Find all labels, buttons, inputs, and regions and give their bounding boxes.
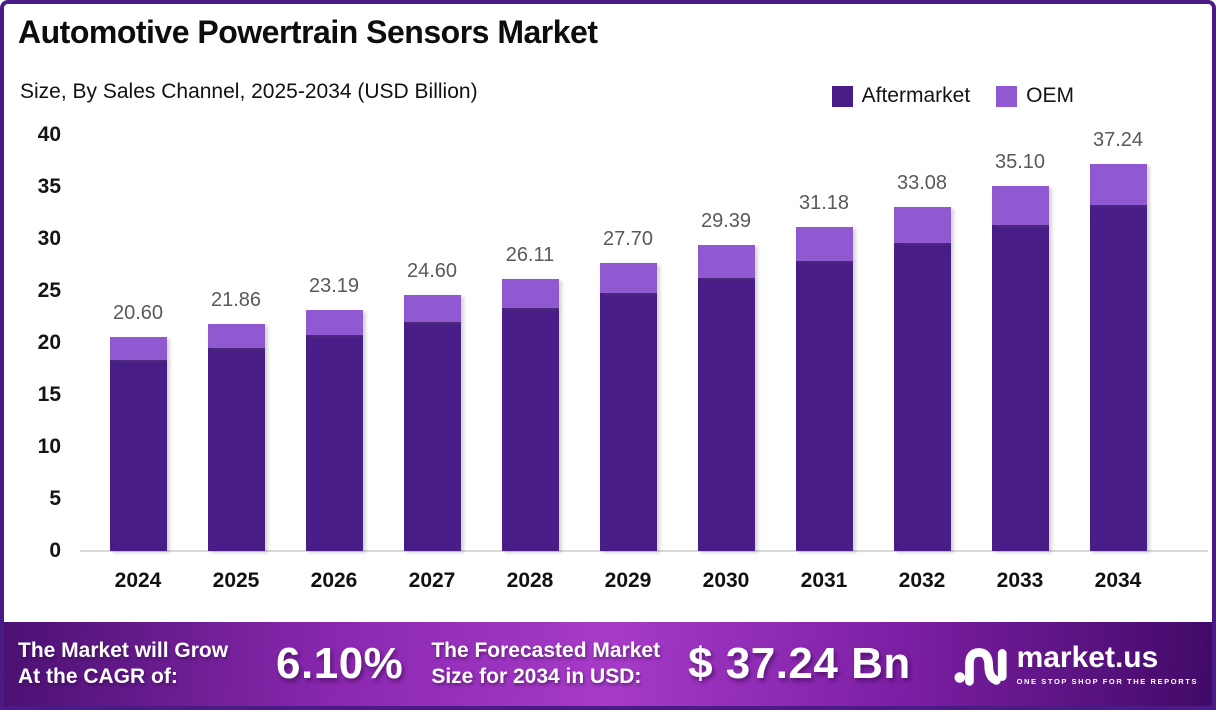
x-axis-label-2031: 2031 [800,569,848,592]
y-axis-tick-20: 20 [37,331,61,354]
y-axis-tick-25: 25 [37,279,61,302]
bar-segment-aftermarket-2026 [305,335,363,551]
x-axis-label-2034: 2034 [1094,569,1142,592]
bar-total-label-2031: 31.18 [798,191,850,214]
bar-segment-oem-2034 [1089,163,1147,205]
bar-total-label-2032: 33.08 [896,171,948,194]
x-axis-label-2029: 2029 [604,569,652,592]
bar-segment-oem-2030 [697,245,755,278]
x-axis-label-2026: 2026 [310,569,358,592]
marketus-logo-icon [954,648,1007,686]
bar-total-label-2029: 27.70 [602,227,654,250]
y-axis-tick-10: 10 [37,435,61,458]
bar-total-label-2028: 26.11 [505,244,555,267]
bar-total-label-2025: 21.86 [210,288,262,311]
bar-total-label-2026: 23.19 [308,274,360,297]
bar-segment-aftermarket-2033 [991,224,1049,551]
cagr-caption: The Market will Grow At the CAGR of: [18,638,229,688]
bar-total-label-2030: 29.39 [700,210,752,233]
bar-segment-aftermarket-2031 [795,261,853,551]
bar-segment-aftermarket-2032 [893,243,951,551]
x-axis-line [80,550,1208,552]
forecast-caption: The Forecasted Market Size for 2034 in U… [431,638,661,688]
bar-segment-aftermarket-2030 [697,277,755,551]
legend-label-oem: OEM [1026,84,1074,107]
bar-segment-oem-2031 [795,226,853,262]
legend-item-oem: OEM [996,84,1074,108]
bar-total-label-2033: 35.10 [994,150,1046,173]
chart-subtitle: Size, By Sales Channel, 2025-2034 (USD B… [20,80,478,103]
legend-label-aftermarket: Aftermarket [861,84,971,107]
x-axis-label-2025: 2025 [212,569,260,592]
legend: Aftermarket OEM [831,84,1074,108]
bar-segment-aftermarket-2029 [599,293,657,551]
x-axis-label-2027: 2027 [408,569,456,592]
y-axis-tick-15: 15 [37,383,61,406]
legend-swatch-aftermarket [831,85,853,107]
y-axis-tick-0: 0 [49,539,61,562]
x-axis-label-2030: 2030 [702,569,750,592]
bar-segment-aftermarket-2028 [501,308,559,551]
x-axis-label-2032: 2032 [898,569,946,592]
bar-segment-oem-2033 [991,185,1049,225]
chart-plot-area: 0 5 10 15 20 25 30 35 40 20.60 2024 21.86 2025 23.19 2… [4,4,1212,706]
y-axis-tick-5: 5 [49,487,61,510]
bar-segment-aftermarket-2034 [1089,204,1147,551]
page-title: Automotive Powertrain Sensors Market [18,14,598,50]
x-axis-label-2024: 2024 [114,569,162,592]
x-axis-label-2033: 2033 [996,569,1044,592]
bar-segment-oem-2024 [109,336,167,360]
marketus-logo: market.us ONE STOP SHOP FOR THE REPORTS [954,641,1198,687]
bar-segment-oem-2027 [403,295,461,323]
bar-segment-aftermarket-2027 [403,322,461,551]
legend-item-aftermarket: Aftermarket [831,84,971,108]
y-axis-tick-35: 35 [37,175,61,198]
logo-name: market.us [1016,640,1159,674]
y-axis-tick-30: 30 [37,227,61,250]
bar-segment-oem-2028 [501,279,559,309]
bar-total-label-2024: 20.60 [112,301,164,324]
bar-segment-aftermarket-2025 [207,347,265,551]
bar-segment-oem-2025 [207,323,265,348]
x-axis-label-2028: 2028 [506,569,554,592]
logo-tagline: ONE STOP SHOP FOR THE REPORTS [1016,676,1198,686]
bar-segment-oem-2029 [599,262,657,294]
bar-segment-aftermarket-2024 [109,359,167,551]
bar-segment-oem-2032 [893,206,951,244]
forecast-value: $ 37.24 Bn [688,639,911,688]
y-axis-tick-40: 40 [37,123,61,146]
bar-segment-oem-2026 [305,309,363,336]
bar-total-label-2027: 24.60 [406,260,458,283]
footer-banner: The Market will Grow At the CAGR of: 6.1… [4,622,1212,706]
cagr-value: 6.10% [276,639,404,688]
legend-swatch-oem [996,85,1018,107]
bar-total-label-2034: 37.24 [1092,128,1144,151]
